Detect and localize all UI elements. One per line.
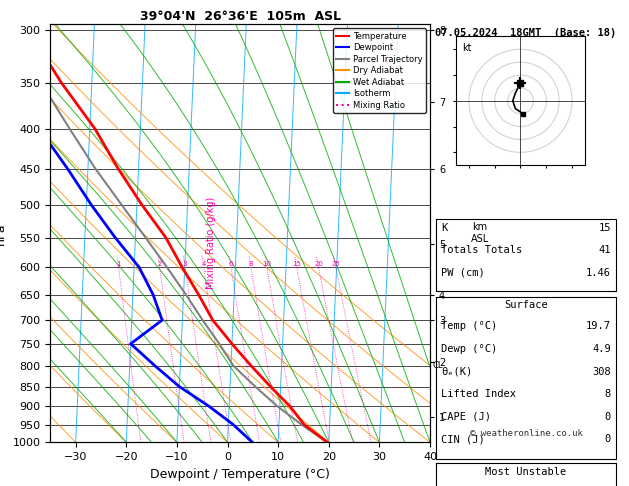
Text: PW (cm): PW (cm)	[441, 268, 485, 278]
Text: θₑ(K): θₑ(K)	[441, 366, 472, 377]
Text: © weatheronline.co.uk: © weatheronline.co.uk	[470, 429, 582, 438]
Text: 41: 41	[599, 245, 611, 256]
Text: kt: kt	[462, 43, 472, 53]
Text: CL: CL	[433, 362, 443, 370]
Legend: Temperature, Dewpoint, Parcel Trajectory, Dry Adiabat, Wet Adiabat, Isotherm, Mi: Temperature, Dewpoint, Parcel Trajectory…	[333, 29, 426, 113]
Text: 3: 3	[183, 261, 187, 267]
Text: 19.7: 19.7	[586, 321, 611, 331]
Text: 20: 20	[314, 261, 323, 267]
Text: 4.9: 4.9	[593, 344, 611, 354]
Text: 308: 308	[593, 366, 611, 377]
Text: 6: 6	[229, 261, 233, 267]
Text: 0: 0	[604, 434, 611, 444]
Y-axis label: hPa: hPa	[0, 222, 7, 244]
Text: Surface: Surface	[504, 300, 548, 310]
X-axis label: Dewpoint / Temperature (°C): Dewpoint / Temperature (°C)	[150, 468, 330, 481]
Text: Dewp (°C): Dewp (°C)	[441, 344, 498, 354]
Text: 25: 25	[331, 261, 340, 267]
Text: 4: 4	[201, 261, 206, 267]
Text: 07.05.2024  18GMT  (Base: 18): 07.05.2024 18GMT (Base: 18)	[435, 29, 616, 38]
Y-axis label: km
ASL: km ASL	[471, 223, 489, 244]
Text: 10: 10	[262, 261, 271, 267]
Text: 0: 0	[604, 412, 611, 422]
Text: K: K	[441, 223, 447, 233]
Text: 15: 15	[599, 223, 611, 233]
Text: 2: 2	[157, 261, 162, 267]
Text: Lifted Index: Lifted Index	[441, 389, 516, 399]
Text: CAPE (J): CAPE (J)	[441, 412, 491, 422]
Text: CIN (J): CIN (J)	[441, 434, 485, 444]
Text: 8: 8	[604, 389, 611, 399]
Text: Mixing Ratio (g/kg): Mixing Ratio (g/kg)	[206, 197, 216, 289]
Title: 39°04'N  26°36'E  105m  ASL: 39°04'N 26°36'E 105m ASL	[140, 10, 341, 23]
Text: 15: 15	[292, 261, 301, 267]
Text: 1: 1	[116, 261, 121, 267]
Text: Totals Totals: Totals Totals	[441, 245, 522, 256]
Text: 8: 8	[248, 261, 253, 267]
Text: Temp (°C): Temp (°C)	[441, 321, 498, 331]
Text: Most Unstable: Most Unstable	[486, 467, 567, 476]
Text: 1.46: 1.46	[586, 268, 611, 278]
